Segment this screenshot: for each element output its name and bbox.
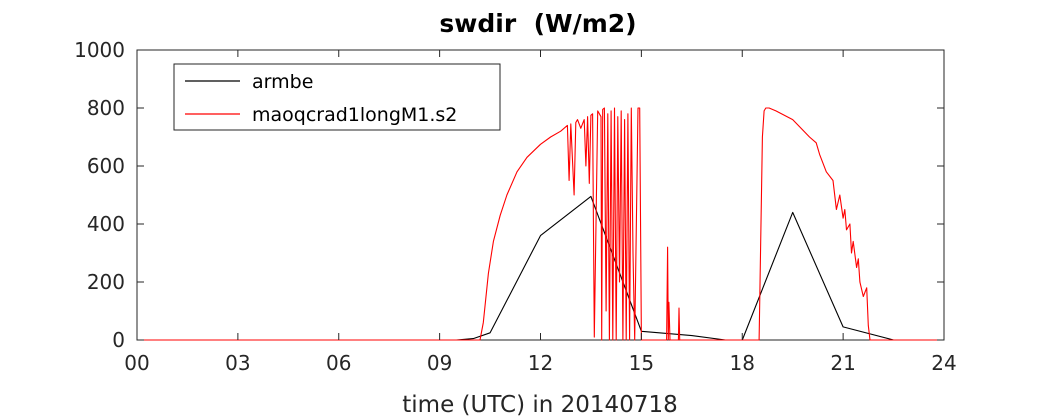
x-tick-label: 18 — [730, 351, 755, 375]
legend-label-maoqcrad1longm1: maoqcrad1longM1.s2 — [252, 104, 457, 126]
x-tick-label: 12 — [528, 351, 553, 375]
y-tick-labels: 0 200 400 600 800 1000 — [74, 38, 125, 352]
y-tick-label: 0 — [112, 328, 125, 352]
x-tick-labels: 00 03 06 09 12 15 18 21 24 — [124, 351, 956, 375]
y-tick-label: 600 — [87, 154, 125, 178]
x-axis-title: time (UTC) in 20140718 — [402, 392, 677, 417]
y-tick-label: 200 — [87, 270, 125, 294]
x-tick-label: 09 — [427, 351, 452, 375]
x-tick-label: 15 — [629, 351, 654, 375]
x-tick-label: 24 — [931, 351, 956, 375]
x-tick-label: 00 — [124, 351, 149, 375]
legend-label-armbe: armbe — [252, 71, 313, 93]
plot-area — [136, 49, 945, 341]
chart-title: swdir (W/m2) — [439, 9, 636, 38]
y-tick-label: 800 — [87, 96, 125, 120]
x-tick-label: 06 — [326, 351, 351, 375]
series-line-maoqcrad1longm1-s2 — [137, 107, 944, 341]
y-tick-label: 1000 — [74, 38, 125, 62]
legend-box — [173, 63, 501, 131]
x-tick-label: 03 — [225, 351, 250, 375]
legend: armbe maoqcrad1longM1.s2 — [173, 63, 501, 131]
x-tick-label: 21 — [830, 351, 855, 375]
ticks-group — [136, 49, 945, 341]
series-group — [137, 107, 944, 341]
y-tick-label: 400 — [87, 212, 125, 236]
